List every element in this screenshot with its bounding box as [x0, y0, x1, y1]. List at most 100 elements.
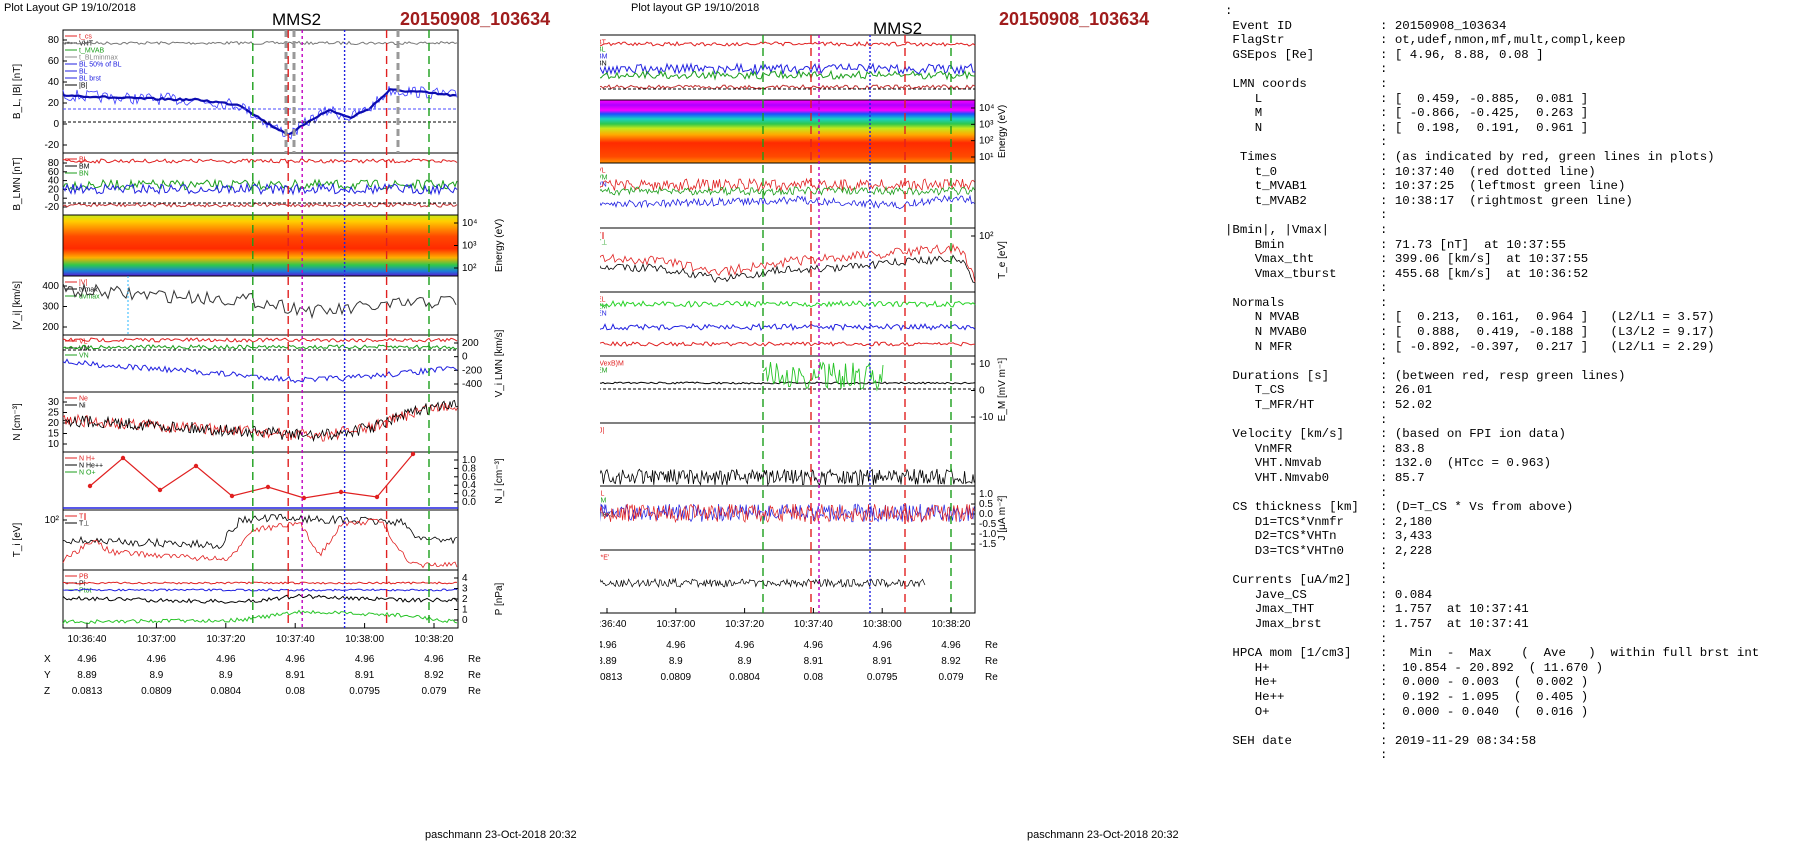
summary-value: : [ 0.198, 0.191, 0.961 ]: [1380, 120, 1589, 135]
summary-value: : [ -0.892, -0.397, 0.217 ] (L2/L1 = 2.2…: [1380, 339, 1715, 354]
series-EM-burst: [762, 361, 884, 392]
y-tick-label: 60: [48, 167, 60, 178]
summary-value: :: [1380, 62, 1388, 77]
orbit-unit: Re: [985, 672, 998, 683]
summary-key: He+: [1225, 675, 1278, 690]
summary-value: : 2,180: [1380, 514, 1433, 529]
summary-row: :: [1225, 135, 1795, 150]
summary-row: :: [1225, 354, 1795, 369]
orbit-value: 8.91: [872, 656, 892, 667]
summary-value: : 399.06 [km/s] at 10:37:55: [1380, 252, 1589, 267]
series-HePP: [89, 453, 414, 499]
panel-frame: [62, 275, 459, 336]
legend-label: JN: [600, 505, 606, 512]
y-tick-label: 0: [53, 119, 59, 130]
time-tick-label: 10:37:40: [276, 634, 315, 645]
y-tick-label: -200: [462, 365, 482, 376]
time-tick-label: 10:38:00: [345, 634, 384, 645]
summary-key: t_0: [1225, 164, 1278, 179]
series-VexB: [600, 381, 976, 385]
orbit-unit: Re: [985, 640, 998, 651]
summary-row: N MVAB: [ 0.213, 0.161, 0.964 ] (L2/L1 =…: [1225, 310, 1795, 325]
y-tick-label: 0: [462, 615, 468, 626]
summary-key: Velocity [km/s]: [1225, 427, 1344, 442]
summary-row: Jmax_brst: 1.757 at 10:37:41: [1225, 617, 1795, 632]
series-VeL: [600, 177, 975, 193]
y-tick-label: 10²: [462, 263, 477, 274]
summary-key: M: [1225, 106, 1263, 121]
summary-row: LMN coords:: [1225, 77, 1795, 92]
summary-key: Vmax_tht: [1225, 252, 1315, 267]
summary-value: : 52.02: [1380, 398, 1433, 413]
y-tick-label: 0.8: [462, 463, 476, 474]
y-axis-label-right: P [nPa]: [494, 582, 505, 615]
y-tick-label: 0.0: [462, 497, 476, 508]
legend-label: BT: [600, 40, 607, 47]
orbit-value: 8.91: [804, 656, 824, 667]
summary-value: :: [1380, 208, 1388, 223]
right-panel-5: 3020100E_LMN [mV m⁻¹]ELEMEN: [600, 291, 976, 357]
orbit-value: 0.0809: [141, 686, 172, 697]
summary-key: VnMFR: [1225, 441, 1292, 456]
orbit-value: 4.96: [216, 654, 236, 665]
orbit-value: 0.0813: [600, 672, 623, 683]
summary-row: L: [ 0.459, -0.885, 0.081 ]: [1225, 92, 1795, 107]
summary-value: : 71.73 [nT] at 10:37:55: [1380, 237, 1566, 252]
y-tick-label: 0: [462, 352, 468, 363]
summary-value: :: [1380, 135, 1388, 150]
series-JL: [600, 503, 975, 524]
orbit-value: 8.91: [285, 670, 305, 681]
y-tick-label: 300: [42, 302, 59, 313]
orbit-value: 0.08: [804, 672, 824, 683]
orbit-value: 0.0809: [661, 672, 692, 683]
orbit-value: 4.96: [872, 640, 892, 651]
summary-row: O+: 0.000 - 0.040 ( 0.016 ): [1225, 705, 1795, 720]
series-BL2: [62, 182, 458, 196]
legend-label: BL: [79, 157, 88, 164]
right-curves: [600, 40, 976, 589]
left-spacecraft: MMS2: [272, 10, 322, 29]
y-tick-label: 1.0: [462, 455, 476, 466]
HePP-point: [157, 487, 163, 493]
summary-row: :: [1225, 62, 1795, 77]
summary-key: FlagStr: [1225, 33, 1285, 48]
summary-key: VHT.Nmvab0: [1225, 471, 1330, 485]
summary-key: O+: [1225, 704, 1270, 719]
summary-key: N MFR: [1225, 339, 1292, 354]
legend-label: EN: [600, 311, 607, 318]
summary-row: Velocity [km/s]: (based on FPI ion data): [1225, 427, 1795, 442]
time-tick-label: 10:37:20: [206, 634, 245, 645]
summary-row: Normals:: [1225, 296, 1795, 311]
legend-label: t_BLminmax: [79, 55, 118, 62]
summary-key: t_MVAB1: [1225, 179, 1307, 194]
legend-label: EL: [600, 297, 606, 304]
legend-label: J*E': [600, 555, 609, 562]
series-VeN: [600, 194, 975, 210]
legend-label: tvmax: [79, 287, 98, 294]
summary-value: : 10:37:40 (red dotted line): [1380, 164, 1596, 179]
summary-value: : Min - Max ( Ave ) within full brst int: [1380, 646, 1760, 661]
y-axis-label-right: N_i [cm⁻³]: [494, 458, 505, 504]
summary-value: : 85.7: [1380, 471, 1425, 485]
legend-label: BL: [600, 47, 606, 54]
orbit-unit: Re: [985, 656, 998, 667]
y-tick-label: 10⁴: [979, 103, 994, 114]
summary-row: N MVAB0: [ 0.888, 0.419, -0.188 ] (L3/L2…: [1225, 325, 1795, 340]
panel-frame: [600, 162, 976, 229]
event-summary: : Event ID: 20150908_103634 FlagStr: ot,…: [1225, 4, 1795, 763]
summary-key: He++: [1225, 689, 1285, 704]
summary-value: : 0.000 - 0.003 ( 0.002 ): [1380, 675, 1589, 690]
summary-value: :: [1380, 748, 1388, 763]
summary-value: : 2,228: [1380, 543, 1433, 558]
summary-row: VHT.Nmvab: 132.0 (HTcc = 0.963): [1225, 456, 1795, 471]
y-tick-label: 200: [462, 338, 479, 349]
y-tick-label: 60: [48, 56, 60, 67]
panel-frame: [600, 549, 976, 614]
summary-row: M : [ -0.866, -0.425, 0.263 ]: [1225, 106, 1795, 121]
summary-row: :: [1225, 413, 1795, 428]
summary-row: FlagStr: ot,udef,nmon,mf,mult,compl,keep: [1225, 33, 1795, 48]
summary-value: : [ -0.866, -0.425, 0.263 ]: [1380, 106, 1589, 121]
summary-row: :: [1225, 632, 1795, 647]
y-axis-label: B_LMN [nT]: [12, 157, 23, 211]
y-tick-label: 10³: [462, 241, 477, 252]
